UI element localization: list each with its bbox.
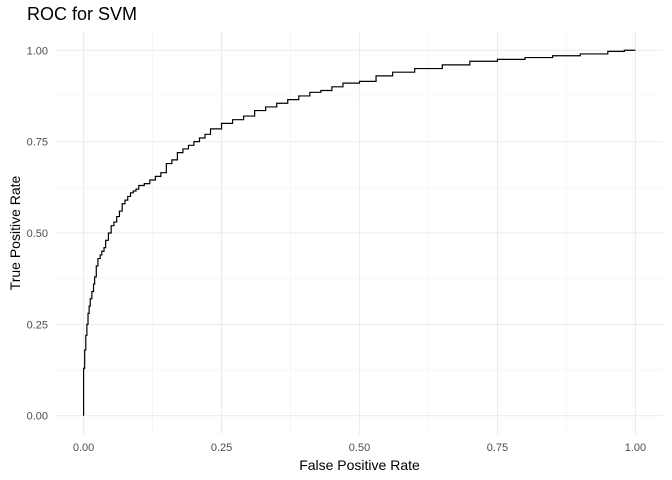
x-tick-label: 0.75 (487, 442, 508, 454)
x-tick-label: 1.00 (625, 442, 646, 454)
y-tick-label: 1.00 (27, 45, 48, 57)
y-tick-label: 0.75 (27, 137, 48, 149)
grid-lines (56, 32, 663, 434)
roc-curve-line (82, 49, 636, 416)
y-tick-label: 0.50 (27, 228, 48, 240)
x-axis-title: False Positive Rate (299, 457, 420, 473)
tick-labels: 0.00 0.25 0.50 0.75 1.00 0.00 0.25 0.50 0.75 1.00 (27, 45, 647, 454)
y-axis-title: True Positive Rate (7, 175, 23, 290)
chart-title: ROC for SVM (27, 4, 138, 24)
x-tick-label: 0.50 (349, 442, 370, 454)
y-tick-label: 0.00 (27, 411, 48, 423)
y-tick-label: 0.25 (27, 319, 48, 331)
x-tick-label: 0.00 (73, 442, 94, 454)
x-tick-label: 0.25 (211, 442, 232, 454)
